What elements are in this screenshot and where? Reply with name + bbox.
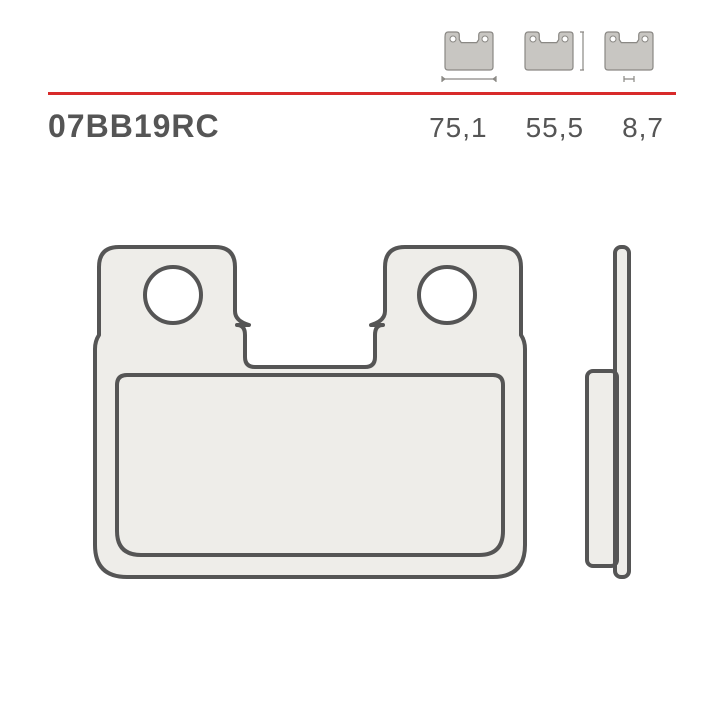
dim-height: 55,5 [526, 112, 585, 144]
part-number: 07BB19RC [48, 108, 220, 145]
dim-width: 75,1 [429, 112, 488, 144]
thick-icon [594, 30, 664, 86]
dim-thickness: 8,7 [622, 112, 664, 144]
info-row: 07BB19RC 75,1 55,5 8,7 [48, 108, 676, 145]
product-spec-card: 07BB19RC 75,1 55,5 8,7 [0, 0, 724, 724]
dimensions-group: 75,1 55,5 8,7 [429, 112, 664, 144]
technical-drawing [60, 200, 664, 624]
accent-divider [48, 92, 676, 95]
brake-pad-front-view [95, 247, 525, 577]
height-icon [514, 30, 584, 86]
brake-pad-side-view [587, 247, 629, 577]
width-icon [434, 30, 504, 86]
dimension-icons-row [434, 30, 664, 86]
